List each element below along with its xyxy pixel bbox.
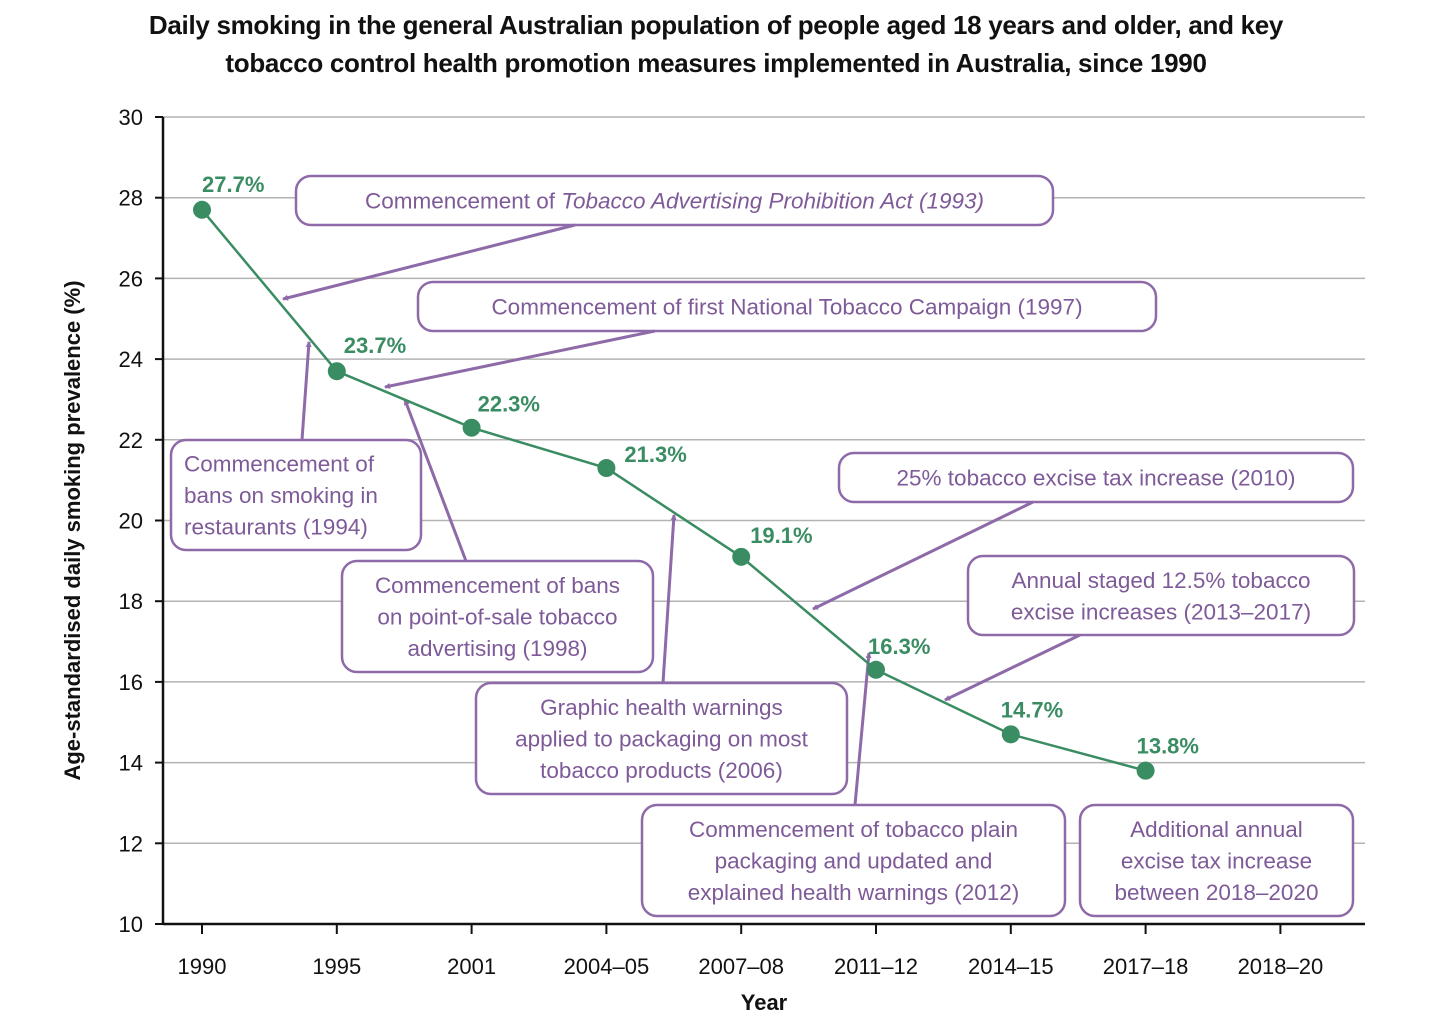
annotation-text: Commencement of Tobacco Advertising Proh…: [365, 189, 984, 214]
x-tick-label: 2001: [447, 954, 496, 979]
x-tick-label: 1990: [178, 954, 227, 979]
annotation-tobacco-advertising-act: Commencement of Tobacco Advertising Proh…: [294, 174, 1055, 227]
data-point-13.8%: [1136, 761, 1155, 780]
annotation-text: restaurants (1994): [184, 515, 368, 540]
annotation-text: bans on smoking in: [184, 483, 378, 508]
annotation-text: Commencement of: [184, 452, 375, 477]
chart-title-line-2: tobacco control health promotion measure…: [225, 48, 1207, 78]
data-point-27.7%: [193, 200, 211, 219]
y-tick-label: 10: [119, 912, 143, 937]
arrow-restaurant-smoking-bans: [300, 341, 312, 441]
data-point-22.3%: [462, 418, 481, 437]
annotation-point-of-sale-bans: Commencement of bans on point-of-sale tob…: [340, 559, 655, 674]
y-tick-label: 26: [119, 266, 143, 291]
annotation-text: excise tax increase: [1121, 849, 1312, 874]
arrow-excise-increase-2010: [812, 500, 1034, 611]
y-tick-label: 12: [119, 831, 143, 856]
y-tick-label: 14: [119, 751, 143, 776]
annotation-text: explained health warnings (2012): [688, 880, 1019, 905]
annotation-box: [1078, 803, 1355, 918]
annotation-text: tobacco products (2006): [540, 758, 783, 783]
y-tick-label: 18: [119, 589, 143, 614]
annotation-text: advertising (1998): [407, 636, 587, 661]
data-point-16.3%: [867, 660, 885, 679]
arrow-plain-packaging: [853, 652, 872, 806]
data-point-21.3%: [597, 459, 616, 478]
x-tick-label: 2018–20: [1238, 954, 1324, 979]
data-label: 19.1%: [750, 523, 812, 548]
x-tick-label: 2011–12: [834, 954, 918, 979]
annotation-text: Annual staged 12.5% tobacco: [1012, 568, 1311, 593]
data-point-14.7%: [1001, 725, 1020, 744]
data-label: 16.3%: [868, 634, 930, 659]
annotation-text: on point-of-sale tobacco: [377, 605, 617, 630]
annotation-graphic-health-warnings: Graphic health warnings applied to packag…: [474, 681, 849, 796]
data-point-19.1%: [732, 547, 751, 566]
series-line: [201, 209, 1146, 772]
y-tick-label: 16: [119, 670, 143, 695]
x-tick-label: 2007–08: [698, 954, 784, 979]
x-tick-label: 2017–18: [1103, 954, 1189, 979]
x-tick-label: 2004–05: [564, 954, 650, 979]
arrow-national-tobacco-campaign: [384, 329, 656, 389]
annotation-text: Commencement of bans: [375, 573, 620, 598]
arrow-point-of-sale-bans: [403, 399, 468, 562]
arrow-tobacco-advertising-act: [282, 223, 576, 301]
annotation-box: [966, 554, 1356, 637]
annotation-additional-excise-2018-2020: Additional annual excise tax increase betw…: [1078, 803, 1355, 918]
data-label: 23.7%: [344, 333, 406, 358]
data-label: 13.8%: [1137, 734, 1199, 759]
annotation-text: between 2018–2020: [1115, 880, 1319, 905]
annotation-box: [169, 438, 423, 552]
y-tick-label: 30: [119, 105, 143, 130]
y-tick-label: 24: [119, 347, 143, 372]
y-tick-label: 22: [119, 428, 143, 453]
y-tick-label: 28: [119, 186, 143, 211]
annotation-text: packaging and updated and: [715, 849, 993, 874]
data-point-23.7%: [327, 362, 346, 381]
x-axis-title: Year: [741, 990, 788, 1015]
annotation-national-tobacco-campaign: Commencement of first National Tobacco C…: [416, 280, 1158, 333]
annotation-excise-increase-2010: 25% tobacco excise tax increase (2010): [837, 451, 1355, 504]
annotation-box: [640, 803, 1067, 918]
annotation-box: [294, 174, 1055, 227]
arrow-staged-excise-increases: [944, 633, 1081, 702]
arrow-graphic-health-warnings: [661, 514, 677, 684]
annotation-plain-packaging: Commencement of tobacco plain packaging a…: [640, 803, 1067, 918]
annotation-text: Graphic health warnings: [540, 695, 783, 720]
annotation-box: [837, 451, 1355, 504]
data-label: 21.3%: [624, 442, 686, 467]
data-label: 22.3%: [478, 392, 540, 417]
annotation-box: [340, 559, 655, 674]
annotation-text: 25% tobacco excise tax increase (2010): [897, 466, 1296, 491]
annotation-box: [474, 681, 849, 796]
data-label: 27.7%: [202, 172, 264, 197]
y-tick-label: 20: [119, 509, 143, 534]
data-label: 14.7%: [1001, 697, 1063, 722]
annotation-text: applied to packaging on most: [515, 727, 808, 752]
annotation-text: excise increases (2013–2017): [1011, 599, 1311, 624]
annotation-staged-excise-increases: Annual staged 12.5% tobacco excise increa…: [966, 554, 1356, 637]
annotation-text: Additional annual: [1130, 817, 1303, 842]
annotation-restaurant-smoking-bans: Commencement of bans on smoking in restaur…: [169, 438, 423, 552]
annotation-box: [416, 280, 1158, 333]
x-tick-label: 1995: [312, 954, 361, 979]
annotation-text: Commencement of tobacco plain: [689, 817, 1018, 842]
chart-title-line-1: Daily smoking in the general Australian …: [148, 10, 1284, 40]
annotation-text: Commencement of first National Tobacco C…: [491, 295, 1082, 320]
chart-title: Daily smoking in the general Australian …: [0, 6, 1432, 82]
x-tick-label: 2014–15: [968, 954, 1054, 979]
y-axis-title: Age-standardised daily smoking prevalenc…: [60, 280, 85, 780]
